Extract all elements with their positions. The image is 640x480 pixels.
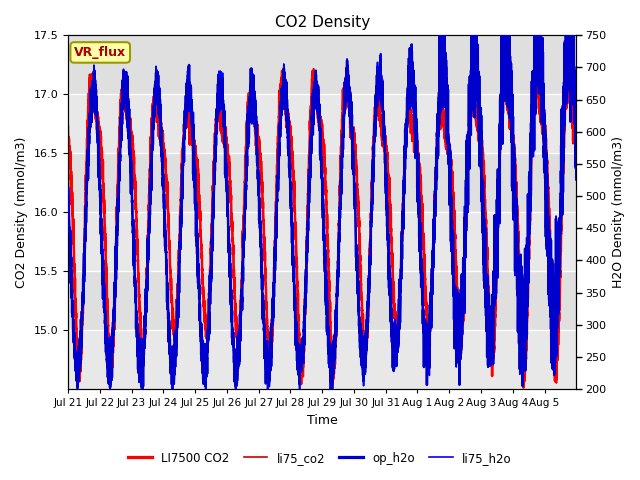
Line: LI7500 CO2: LI7500 CO2	[68, 68, 576, 388]
LI7500 CO2	[64, 124, 72, 130]
li75_h2o	[170, 356, 177, 361]
LI7500 CO2	[499, 93, 507, 98]
op_h2o	[572, 177, 580, 182]
li75_h2o	[341, 106, 349, 111]
li75_h2o	[461, 237, 469, 243]
Bar	[68, 36, 576, 94]
Text: VR_flux: VR_flux	[74, 46, 126, 59]
li75_co2	[461, 240, 469, 245]
X-axis label: Time: Time	[307, 414, 337, 427]
Line: li75_co2: li75_co2	[68, 66, 576, 387]
li75_h2o	[500, 71, 508, 77]
li75_co2	[486, 334, 494, 339]
Y-axis label: CO2 Density (mmol/m3): CO2 Density (mmol/m3)	[15, 136, 28, 288]
LI7500 CO2	[572, 138, 580, 144]
Y-axis label: H2O Density (mmol/m3): H2O Density (mmol/m3)	[612, 136, 625, 288]
op_h2o	[170, 357, 177, 362]
Legend: LI7500 CO2, li75_co2, op_h2o, li75_h2o: LI7500 CO2, li75_co2, op_h2o, li75_h2o	[124, 447, 516, 469]
LI7500 CO2	[368, 186, 376, 192]
Bar	[68, 271, 576, 330]
op_h2o	[328, 391, 336, 396]
li75_co2	[64, 126, 72, 132]
LI7500 CO2	[461, 245, 469, 251]
li75_h2o	[64, 184, 72, 190]
LI7500 CO2	[502, 65, 509, 71]
op_h2o	[341, 103, 349, 108]
Title: CO2 Density: CO2 Density	[275, 15, 370, 30]
li75_h2o	[328, 393, 336, 398]
li75_h2o	[486, 318, 494, 324]
li75_h2o	[572, 175, 580, 180]
li75_co2	[170, 319, 177, 324]
li75_h2o	[368, 208, 376, 214]
LI7500 CO2	[520, 385, 527, 391]
op_h2o	[64, 189, 72, 195]
Line: op_h2o: op_h2o	[68, 0, 576, 394]
li75_co2	[341, 80, 349, 85]
op_h2o	[461, 246, 469, 252]
op_h2o	[486, 315, 494, 321]
op_h2o	[368, 208, 376, 214]
li75_co2	[532, 63, 540, 69]
LI7500 CO2	[170, 328, 177, 334]
op_h2o	[500, 69, 508, 75]
li75_co2	[572, 135, 580, 141]
LI7500 CO2	[340, 89, 348, 95]
Line: li75_h2o: li75_h2o	[68, 0, 576, 396]
li75_co2	[500, 93, 508, 98]
li75_co2	[106, 384, 114, 390]
Bar	[68, 153, 576, 212]
li75_co2	[368, 187, 376, 193]
LI7500 CO2	[486, 337, 494, 343]
